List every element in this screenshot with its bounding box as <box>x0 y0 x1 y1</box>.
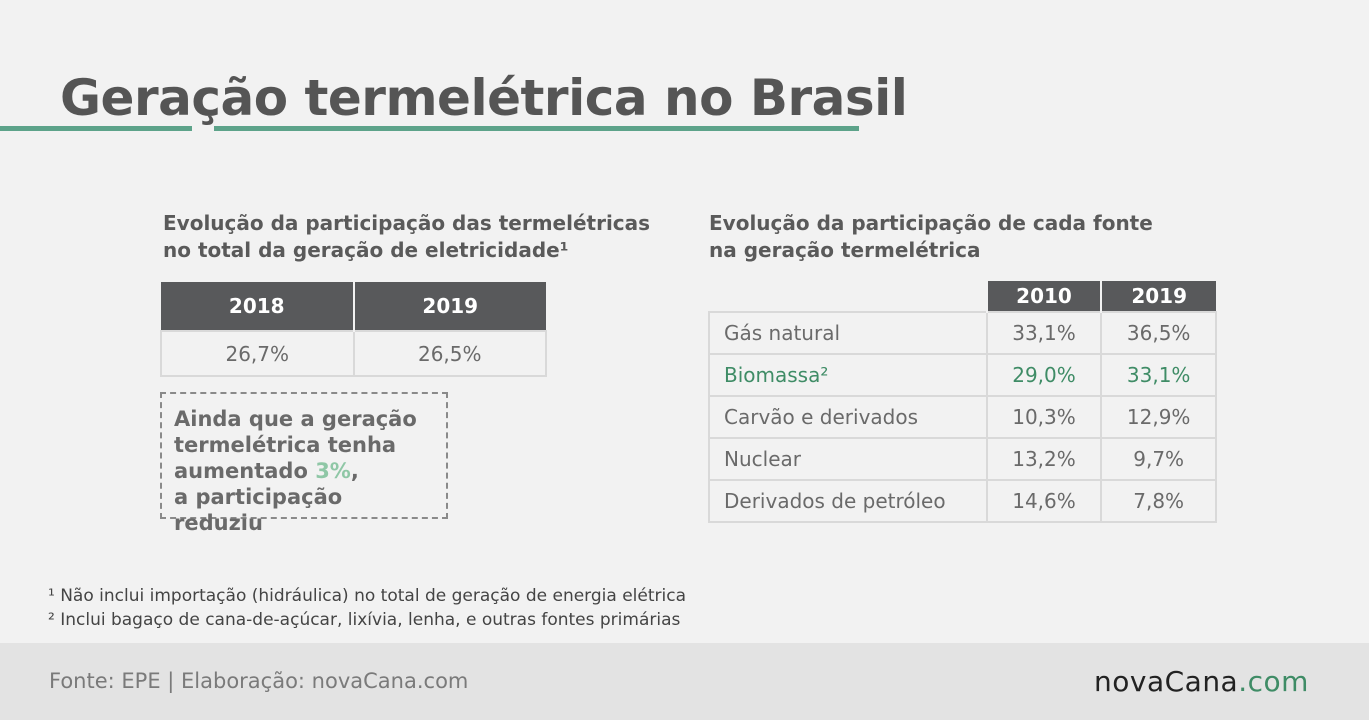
footer-bar: Fonte: EPE | Elaboração: novaCana.com no… <box>0 643 1369 720</box>
header-2018: 2018 <box>161 282 355 331</box>
table-row: 26,7% 26,5% <box>160 330 547 377</box>
source-table: 2010 2019 Gás natural 33,1% 36,5% Biomas… <box>708 281 1217 523</box>
source-credit: Fonte: EPE | Elaboração: novaCana.com <box>49 669 469 693</box>
table-row: Biomassa² 29,0% 33,1% <box>708 353 1217 397</box>
table-row: Nuclear 13,2% 9,7% <box>708 437 1217 481</box>
table-row: Carvão e derivados 10,3% 12,9% <box>708 395 1217 439</box>
value-2019: 26,5% <box>352 330 547 377</box>
table-row: Gás natural 33,1% 36,5% <box>708 311 1217 355</box>
table-header-row: 2010 2019 <box>709 281 1216 312</box>
footnote-1: ¹ Não inclui importação (hidráulica) no … <box>48 586 686 606</box>
novacana-logo: novaCana.com <box>1094 665 1309 698</box>
header-2019: 2019 <box>353 282 546 331</box>
left-subtitle: Evolução da participação das termelétric… <box>163 211 651 262</box>
note-box: Ainda que a geração termelétrica tenha a… <box>160 392 448 535</box>
right-subtitle: Evolução da participação de cada fonte n… <box>709 211 1153 262</box>
footnote-2: ² Inclui bagaço de cana-de-açúcar, lixív… <box>48 610 681 630</box>
title-underline-right <box>214 126 859 131</box>
page-title: Geração termelétrica no Brasil <box>60 69 908 127</box>
participation-table: 2018 2019 26,7% 26,5% <box>160 282 547 377</box>
header-blank <box>709 281 988 312</box>
highlight-percent: 3% <box>315 459 351 483</box>
header-2019: 2019 <box>1101 281 1216 312</box>
table-header-row: 2018 2019 <box>161 282 546 331</box>
table-row: Derivados de petróleo 14,6% 7,8% <box>708 479 1217 523</box>
value-2018: 26,7% <box>160 330 355 377</box>
header-2010: 2010 <box>986 281 1103 312</box>
title-underline-left <box>0 126 192 131</box>
